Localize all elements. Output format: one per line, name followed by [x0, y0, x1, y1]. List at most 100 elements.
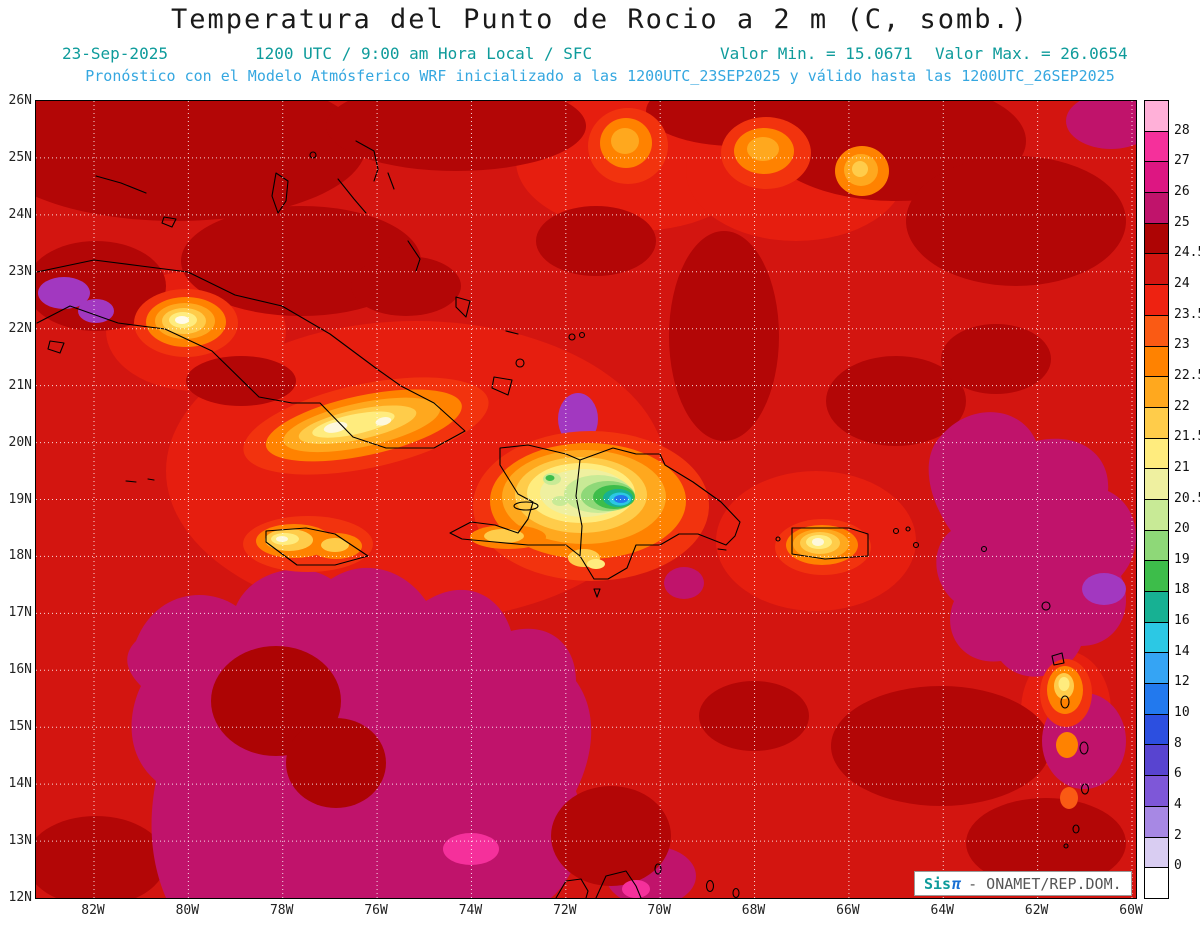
lat-label: 25N: [8, 149, 32, 165]
colorbar-label: 24: [1174, 275, 1190, 291]
colorbar-swatch: [1144, 437, 1169, 470]
colorbar-label: 16: [1174, 613, 1190, 629]
coastline-mona: [775, 536, 781, 542]
colorbar-label: 24.5: [1174, 245, 1200, 261]
colorbar-swatch: [1144, 652, 1169, 685]
branding-box: Sis π - ONAMET/REP.DOM.: [914, 871, 1132, 896]
lat-label: 22N: [8, 320, 32, 336]
lon-label: 82W: [81, 903, 105, 918]
coastline-caicos: [568, 333, 576, 341]
sispi-pi-icon: π: [952, 874, 962, 893]
coastline-antigua: [1041, 601, 1051, 611]
colorbar-label: 21.5: [1174, 429, 1200, 445]
coastline-jamaica: [265, 527, 369, 566]
coastline-st-martin: [980, 545, 988, 553]
lon-label: 66W: [836, 903, 860, 918]
colorbar-label: 23.5: [1174, 306, 1200, 322]
colorbar-swatch: [1144, 805, 1169, 838]
colorbar-swatch: [1144, 284, 1169, 316]
colorbar-label: 23: [1174, 337, 1190, 353]
coastline-curacao: [705, 879, 715, 893]
colorbar-label: 0: [1174, 858, 1182, 874]
field-fills: [36, 101, 1136, 898]
lat-label: 23N: [8, 263, 32, 279]
lon-label: 64W: [930, 903, 954, 918]
colorbar-swatch: [1144, 621, 1169, 654]
colorbar-swatch: [1144, 222, 1169, 255]
coastline-turks: [578, 331, 586, 339]
colorbar-label: 22.5: [1174, 367, 1200, 383]
colorbar-swatch: [1144, 683, 1169, 715]
lat-label: 26N: [8, 93, 32, 108]
coastline-guadeloupe: [1051, 652, 1065, 666]
gridlines: [36, 101, 1136, 898]
lat-label: 12N: [8, 890, 32, 905]
colorbar-swatch: [1144, 836, 1169, 869]
colorbar-labels: 2827262524.52423.52322.52221.52120.52019…: [1174, 100, 1200, 897]
lon-label: 72W: [553, 903, 577, 918]
lon-label: 74W: [458, 903, 483, 918]
coastline-isla-juventud: [47, 340, 65, 354]
colorbar-label: 14: [1174, 643, 1190, 659]
run-date: 23-Sep-2025: [62, 44, 168, 63]
lat-label: 16N: [8, 662, 32, 678]
colorbar-label: 20: [1174, 521, 1190, 537]
colorbar-swatch: [1144, 560, 1169, 592]
colorbar-swatch: [1144, 192, 1169, 224]
branding-text: - ONAMET/REP.DOM.: [968, 874, 1122, 893]
coastline-st-croix: [912, 541, 920, 549]
lat-label: 13N: [8, 833, 32, 849]
colorbar-label: 27: [1174, 153, 1190, 169]
lon-label: 68W: [741, 903, 766, 918]
coastlines: [36, 140, 1090, 898]
coastline-cat-island: [387, 172, 395, 190]
coastline-saona: [717, 548, 727, 551]
colorbar-swatch: [1144, 130, 1169, 163]
colorbar-swatch: [1144, 345, 1169, 378]
colorbar-swatch: [1144, 468, 1169, 500]
colorbar-swatch: [1144, 713, 1169, 746]
forecast-note: Pronóstico con el Modelo Atmósferico WRF…: [85, 67, 1115, 85]
coastline-long-island: [407, 240, 421, 272]
coastline-mayaguana: [505, 330, 519, 335]
lon-label: 76W: [364, 903, 388, 918]
colorbar-swatch: [1144, 867, 1169, 899]
lat-label: 21N: [8, 377, 32, 393]
coastline-florida-keys: [95, 175, 147, 194]
colorbar-label: 18: [1174, 582, 1190, 598]
colorbar-swatch: [1144, 253, 1169, 286]
lon-label: 62W: [1024, 903, 1049, 918]
colorbar-label: 20.5: [1174, 490, 1200, 506]
lat-label: 14N: [8, 776, 32, 792]
colorbar-swatch: [1144, 376, 1169, 408]
sispi-logo: Sis: [924, 874, 952, 893]
coastline-caymans: [125, 478, 155, 483]
coastline-bonaire: [732, 887, 740, 898]
lon-label: 80W: [175, 903, 200, 918]
coastline-st-vincent: [1072, 824, 1080, 834]
coastline-eleuthera: [355, 140, 379, 182]
colorbar-swatch: [1144, 775, 1169, 807]
colorbar-label: 12: [1174, 674, 1190, 690]
colorbar-swatch: [1144, 314, 1169, 347]
coastline-great-inagua: [491, 376, 513, 396]
value-min: Valor Min. = 15.0671: [720, 44, 913, 63]
colorbar-label: 28: [1174, 122, 1190, 138]
coastline-little-inagua: [515, 358, 525, 368]
coastline-hispaniola: [449, 444, 741, 580]
coastline-virgin-islands-2: [905, 526, 911, 532]
coastline-cuba: [36, 259, 466, 449]
value-max: Valor Max. = 26.0654: [935, 44, 1128, 63]
colorbar-swatch: [1144, 529, 1169, 562]
colorbar: [1144, 100, 1169, 899]
colorbar-label: 22: [1174, 398, 1190, 414]
border-haiti-dr: [575, 459, 583, 557]
colorbar-label: 2: [1174, 827, 1182, 843]
lat-label: 24N: [8, 206, 32, 222]
colorbar-label: 8: [1174, 735, 1182, 751]
lat-label: 20N: [8, 434, 32, 450]
coastline-martinique: [1079, 741, 1089, 755]
lat-label: 19N: [8, 491, 32, 507]
lon-label: 60W: [1119, 903, 1143, 918]
